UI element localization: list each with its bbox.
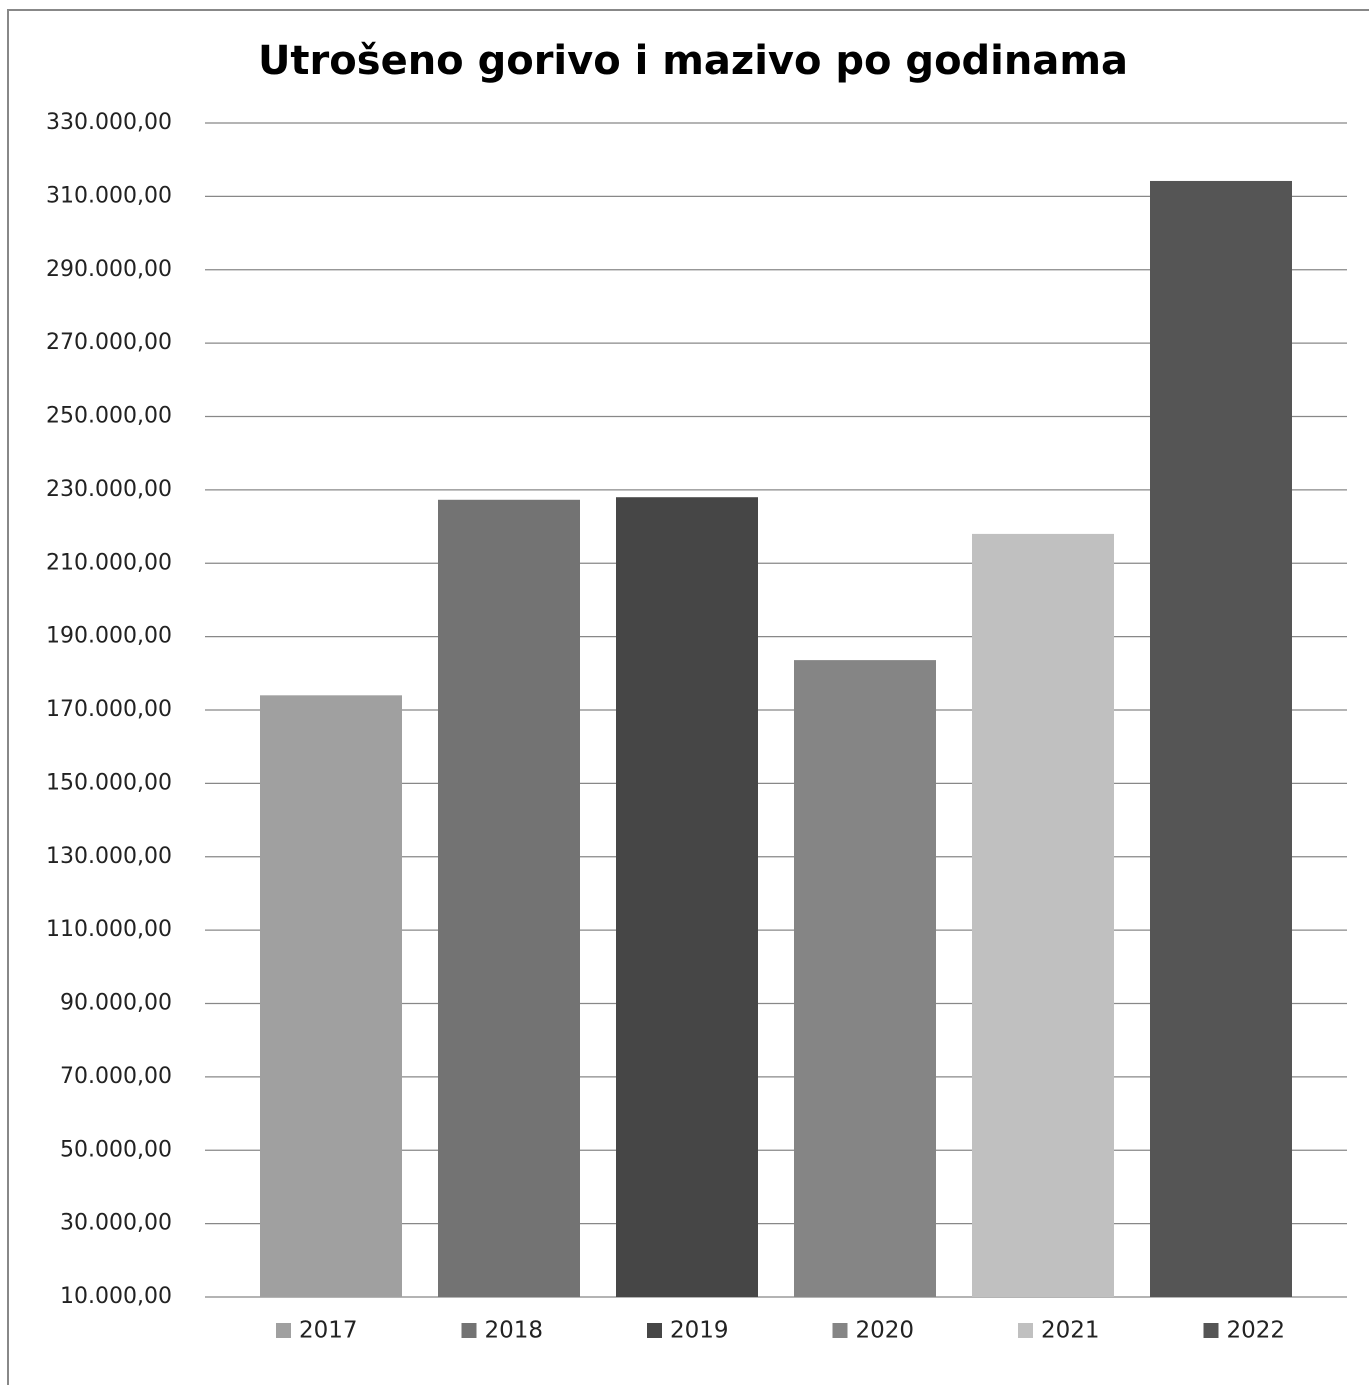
legend-swatch: [647, 1323, 662, 1338]
bar: [438, 499, 580, 1297]
legend-label: 2018: [485, 1318, 544, 1344]
y-tick-label: 210.000,00: [46, 550, 172, 575]
chart-title: Utrošeno gorivo i mazivo po godinama: [258, 38, 1128, 84]
legend-swatch: [1018, 1323, 1033, 1338]
bar: [260, 695, 402, 1297]
legend-swatch: [276, 1323, 291, 1338]
y-tick-label: 30.000,00: [60, 1211, 172, 1236]
bar: [794, 660, 936, 1297]
y-tick-label: 50.000,00: [60, 1137, 172, 1162]
y-tick-label: 130.000,00: [46, 844, 172, 869]
y-tick-label: 270.000,00: [46, 330, 172, 355]
legend-label: 2020: [856, 1318, 915, 1344]
bar: [1150, 180, 1292, 1297]
y-tick-label: 230.000,00: [46, 477, 172, 502]
y-tick-label: 110.000,00: [46, 917, 172, 942]
y-tick-label: 90.000,00: [60, 991, 172, 1016]
legend-label: 2022: [1227, 1318, 1286, 1344]
legend-swatch: [461, 1323, 477, 1338]
legend-label: 2021: [1041, 1318, 1100, 1344]
y-tick-label: 10.000,00: [60, 1284, 172, 1309]
y-tick-label: 150.000,00: [46, 770, 172, 795]
y-tick-label: 330.000,00: [46, 110, 172, 135]
legend-label: 2019: [670, 1318, 729, 1344]
legend-label: 2017: [299, 1318, 358, 1344]
y-tick-label: 310.000,00: [46, 183, 172, 208]
y-tick-label: 170.000,00: [46, 697, 172, 722]
bar: [972, 533, 1114, 1297]
bar: [616, 497, 758, 1297]
y-tick-label: 70.000,00: [60, 1064, 172, 1089]
y-tick-label: 190.000,00: [46, 624, 172, 649]
y-tick-label: 290.000,00: [46, 257, 172, 282]
y-tick-label: 250.000,00: [46, 404, 172, 429]
legend-swatch: [832, 1323, 848, 1338]
legend-swatch: [1203, 1323, 1219, 1338]
